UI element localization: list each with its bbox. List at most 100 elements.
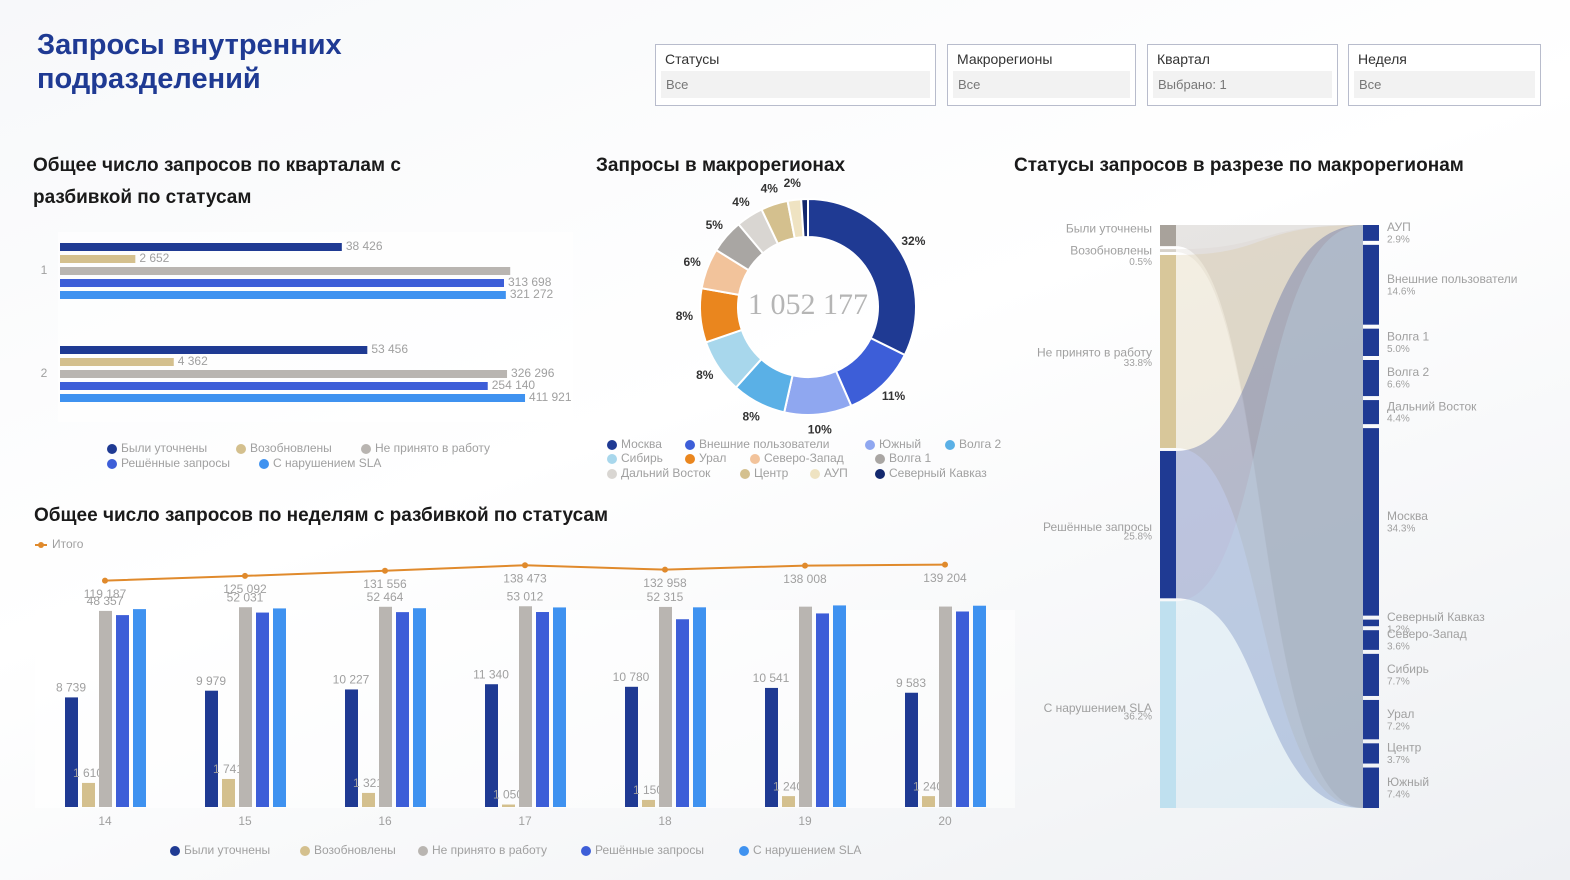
legend-marker [875,469,885,479]
bar [553,607,566,807]
line-point [102,577,108,584]
x-tick-label: 20 [938,814,952,828]
target-label: Центр [1387,741,1422,755]
legend-marker [607,440,617,450]
target-node [1363,630,1379,650]
data-label: 1 240 [913,779,943,793]
bar [939,606,952,807]
bar [536,612,549,807]
target-label: Волга 1 [1387,330,1430,344]
data-label: 48 357 [87,594,124,608]
line-point [802,562,808,569]
bar [659,606,672,807]
legend-label: Решённые запросы [121,456,230,470]
filter-label: Квартал [1157,51,1210,67]
target-value: 3.7% [1387,755,1410,766]
legend-label: Северный Кавказ [889,466,987,480]
legend-label: Внешние пользователи [699,437,829,451]
data-label: 11% [882,389,906,403]
target-label: Волга 2 [1387,365,1430,379]
legend-marker [300,846,310,856]
bar [502,804,515,807]
bar [60,370,508,378]
source-label: Возобновлены [1070,244,1152,258]
data-label: 1 321 [353,776,383,790]
data-label: 5% [706,218,724,232]
legend-marker [685,440,695,450]
target-value: 34.3% [1387,524,1415,535]
source-value: 33.8% [1124,358,1152,369]
link-band [1176,225,1363,808]
target-node [1363,767,1379,808]
bar [396,612,409,807]
line-point [662,566,668,573]
bar [60,346,368,354]
data-label: 52 031 [227,590,264,604]
chart-title: Общее число запросов по кварталам с разб… [33,155,401,208]
legend-marker [107,444,117,454]
filter-value[interactable]: Все [1354,71,1535,98]
legend-marker [875,454,885,464]
data-label: 321 272 [510,287,554,301]
legend-marker [739,846,749,856]
target-value: 2.9% [1387,235,1410,246]
target-value: 3.6% [1387,642,1410,653]
x-tick-label: 18 [658,814,672,828]
filter-value[interactable]: Все [661,71,930,98]
data-label: 125 092 [223,582,267,596]
x-tick-label: 19 [798,814,812,828]
data-label: 254 140 [492,378,536,392]
bar [60,394,526,402]
filter[interactable]: Макрорегионы Все [947,44,1136,106]
source-node [1160,450,1176,599]
chart-title: Статусы запросов в разрезе по макрорегио… [1014,155,1464,176]
source-node [1160,225,1176,247]
target-value: 1.2% [1387,625,1410,636]
data-label: 8 739 [56,681,86,695]
bar [413,608,426,807]
legend-label: Возобновлены [314,843,396,857]
target-node [1363,359,1379,397]
data-label: 8% [696,368,714,382]
target-value: 14.6% [1387,286,1415,297]
filter-value[interactable]: Все [953,71,1130,98]
legend-label: Москва [621,437,662,451]
link-band [1176,225,1363,808]
data-label: 9 583 [896,676,926,690]
data-label: 8% [676,309,694,323]
data-label: 10 227 [333,673,370,687]
data-label: 52 464 [367,590,404,604]
data-label: 4% [732,195,750,209]
filter[interactable]: Квартал Выбрано: 1 [1147,44,1338,106]
filter[interactable]: Неделя Все [1348,44,1541,106]
legend-marker [581,846,591,856]
data-label: 11 340 [473,667,509,681]
legend-marker [945,440,955,450]
legend-label: Волга 2 [959,437,1002,451]
source-label: Решённые запросы [1043,520,1152,534]
bar [60,243,342,251]
target-label: Южный [1387,775,1429,789]
source-value: 36.2% [1124,711,1152,722]
data-label: 53 456 [371,342,408,356]
bar [99,610,112,807]
link-band [1176,225,1363,808]
legend-marker [236,444,246,454]
data-label: 119 187 [84,587,127,601]
source-node [1160,601,1176,808]
bar [956,611,969,807]
legend-marker [418,846,428,856]
x-tick-label: 16 [378,814,392,828]
target-label: Северный Кавказ [1387,610,1485,624]
bar [676,619,689,807]
x-tick-label: 14 [98,814,112,828]
legend-label: Решённые запросы [595,843,704,857]
bar [765,687,778,807]
bar [379,606,392,807]
filter[interactable]: Статусы Все [655,44,936,106]
filter-value[interactable]: Выбрано: 1 [1153,71,1332,98]
legend-label: Центр [754,466,789,480]
data-label: 132 958 [643,576,687,590]
target-value: 7.2% [1387,721,1410,732]
